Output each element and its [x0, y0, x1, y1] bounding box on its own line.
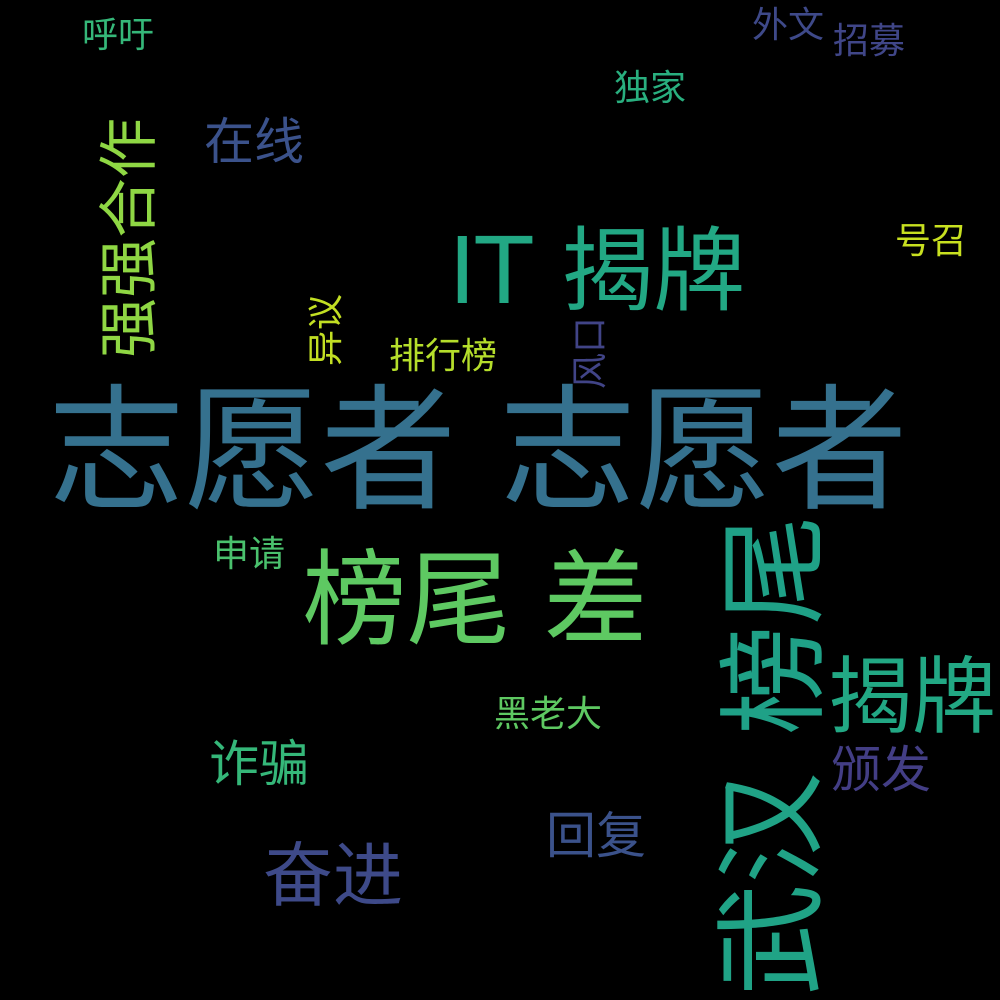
- word-wuhan: 武汉: [708, 772, 838, 996]
- word-jiepai: 揭牌: [827, 648, 997, 746]
- word-it-jiepai: IT 揭牌: [448, 218, 746, 325]
- word-fenjin: 奋进: [263, 835, 403, 917]
- word-zaixian: 在线: [204, 113, 304, 171]
- word-fengkou: 风口: [570, 316, 611, 390]
- word-qiangqiang-hezuo: 强强合作: [95, 118, 165, 358]
- word-yiyi: 异议: [306, 293, 347, 367]
- word-haozhao: 号召: [894, 221, 968, 262]
- word-shenqing: 申请: [212, 534, 286, 575]
- word-bangwei-cha: 榜尾 差: [302, 539, 648, 661]
- word-huifu: 回复: [546, 807, 646, 865]
- word-paihangbang: 排行榜: [388, 336, 498, 377]
- word-zhapian: 诈骗: [209, 735, 309, 793]
- word-huyu: 呼吁: [81, 15, 155, 56]
- word-dujia: 独家: [613, 68, 687, 109]
- word-zhiyuanzhe-zhiyuanzhe: 志愿者 志愿者: [48, 373, 908, 531]
- word-waiwen: 外文: [751, 5, 825, 46]
- word-banfa: 颁发: [831, 741, 931, 799]
- word-zhaomu: 招募: [832, 21, 906, 62]
- word-heilaoda: 黑老大: [493, 694, 603, 735]
- word-bangwei: 榜尾: [711, 515, 839, 735]
